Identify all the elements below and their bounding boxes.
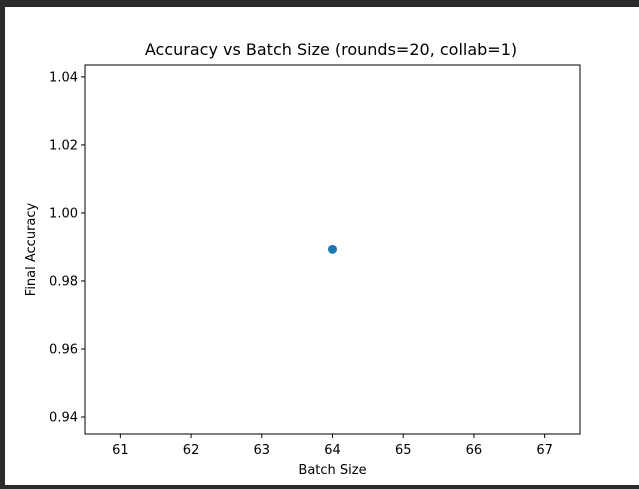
- x-tick-label: 61: [112, 443, 129, 458]
- y-axis-ticks: 0.94 0.96 0.98 1.00 1.02 1.04: [49, 70, 85, 425]
- x-tick-label: 63: [254, 443, 271, 458]
- scatter-point: [328, 244, 337, 254]
- x-tick-label: 67: [536, 443, 553, 458]
- y-tick-label: 1.04: [49, 70, 78, 85]
- y-tick-label: 1.00: [49, 206, 78, 221]
- x-axis-label: Batch Size: [298, 463, 366, 478]
- x-tick-label: 65: [395, 443, 412, 458]
- figure-canvas: Accuracy vs Batch Size (rounds=20, colla…: [5, 7, 639, 485]
- y-tick-label: 0.94: [49, 410, 78, 425]
- x-tick-label: 66: [466, 443, 483, 458]
- x-tick-label: 62: [183, 443, 200, 458]
- y-tick-label: 0.96: [49, 342, 78, 357]
- scatter-chart: Accuracy vs Batch Size (rounds=20, colla…: [24, 40, 581, 478]
- y-tick-label: 0.98: [49, 274, 78, 289]
- y-tick-label: 1.02: [49, 138, 78, 153]
- plot-area-frame: [84, 64, 581, 435]
- x-axis-ticks: 61 62 63 64 65 66 67: [112, 434, 553, 458]
- window-frame-left: [0, 0, 5, 485]
- data-points: [328, 244, 337, 254]
- y-axis-label: Final Accuracy: [24, 202, 39, 296]
- x-tick-label: 64: [324, 443, 341, 458]
- chart-title: Accuracy vs Batch Size (rounds=20, colla…: [145, 40, 517, 59]
- window-frame-top: [0, 0, 639, 7]
